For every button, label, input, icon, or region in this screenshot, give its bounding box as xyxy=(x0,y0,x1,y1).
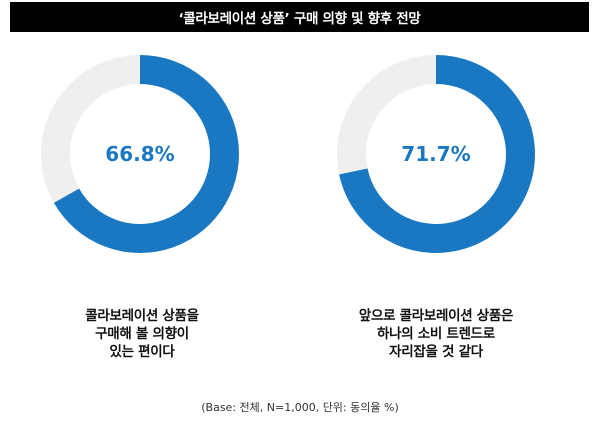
caption-line: 있는 편이다 xyxy=(109,344,175,360)
donut-caption-future-trend: 앞으로 콜라보레이션 상품은 하나의 소비 트렌드로 자리잡을 것 같다 xyxy=(306,307,566,361)
donut-segment-remainder xyxy=(337,54,436,175)
caption-line: 하나의 소비 트렌드로 xyxy=(377,326,495,342)
caption-line: 구매해 볼 의향이 xyxy=(95,326,189,342)
chart-title: ‘콜라보레이션 상품’ 구매 의향 및 향후 전망 xyxy=(178,11,421,27)
donut-center-value: 66.8% xyxy=(105,142,175,166)
donut-chart-purchase-intent: 66.8% xyxy=(40,54,240,254)
caption-line: 자리잡을 것 같다 xyxy=(389,344,483,360)
donut-chart-future-trend: 71.7% xyxy=(336,54,536,254)
donut-svg xyxy=(337,54,535,253)
caption-line: 앞으로 콜라보레이션 상품은 xyxy=(358,308,514,324)
chart-title-bar: ‘콜라보레이션 상품’ 구매 의향 및 향후 전망 xyxy=(10,2,589,32)
footnote: (Base: 전체, N=1,000, 단위: 동의율 %) xyxy=(201,401,399,414)
donut-svg xyxy=(40,55,239,253)
caption-line: 콜라보레이션 상품을 xyxy=(85,308,199,324)
donut-caption-purchase-intent: 콜라보레이션 상품을 구매해 볼 의향이 있는 편이다 xyxy=(12,307,272,361)
donut-segment-agree xyxy=(339,55,535,253)
donut-segment-agree xyxy=(53,55,239,253)
donut-center-value: 71.7% xyxy=(401,142,471,166)
donut-segment-remainder xyxy=(40,55,140,203)
